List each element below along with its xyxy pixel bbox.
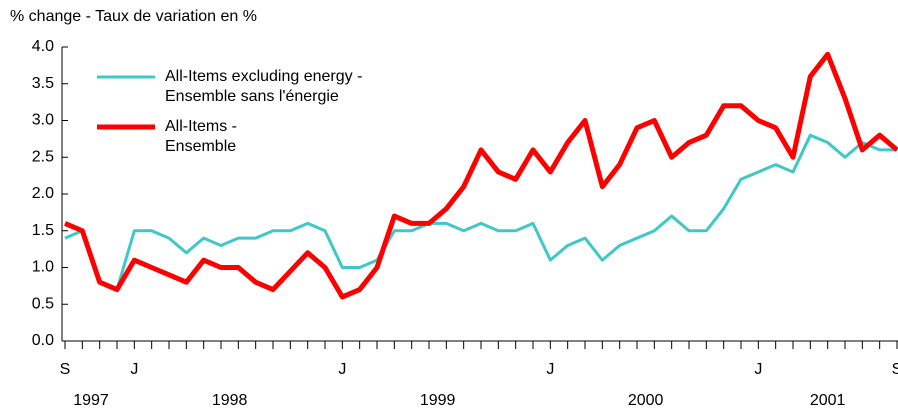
x-tick-label: J bbox=[338, 361, 346, 378]
legend-label: All-Items excluding energy - Ensemble sa… bbox=[165, 68, 363, 105]
y-tick-label: 3.5 bbox=[32, 75, 54, 92]
chart-title: % change - Taux de variation en % bbox=[10, 8, 257, 25]
year-label: 1997 bbox=[73, 392, 109, 409]
y-tick-label: 1.0 bbox=[32, 259, 54, 276]
x-tick-label: J bbox=[754, 361, 762, 378]
year-label: 2000 bbox=[628, 392, 664, 409]
y-tick-label: 0.5 bbox=[32, 295, 54, 312]
x-tick-label: J bbox=[130, 361, 138, 378]
x-tick-label: J bbox=[546, 361, 554, 378]
x-tick-label: S bbox=[60, 361, 71, 378]
y-tick-label: 0.0 bbox=[32, 332, 54, 349]
y-tick-label: 2.0 bbox=[32, 185, 54, 202]
year-label: 1998 bbox=[212, 392, 248, 409]
series-line bbox=[64, 51, 898, 300]
y-tick-label: 1.5 bbox=[32, 222, 54, 239]
year-label: 2001 bbox=[810, 392, 846, 409]
legend-label: All-Items - Ensemble bbox=[165, 118, 237, 155]
x-tick-label: S bbox=[892, 361, 898, 378]
y-tick-label: 4.0 bbox=[32, 38, 54, 55]
series-line bbox=[64, 133, 897, 292]
y-tick-label: 3.0 bbox=[32, 112, 54, 129]
y-tick-label: 2.5 bbox=[32, 148, 54, 165]
year-label: 1999 bbox=[420, 392, 456, 409]
